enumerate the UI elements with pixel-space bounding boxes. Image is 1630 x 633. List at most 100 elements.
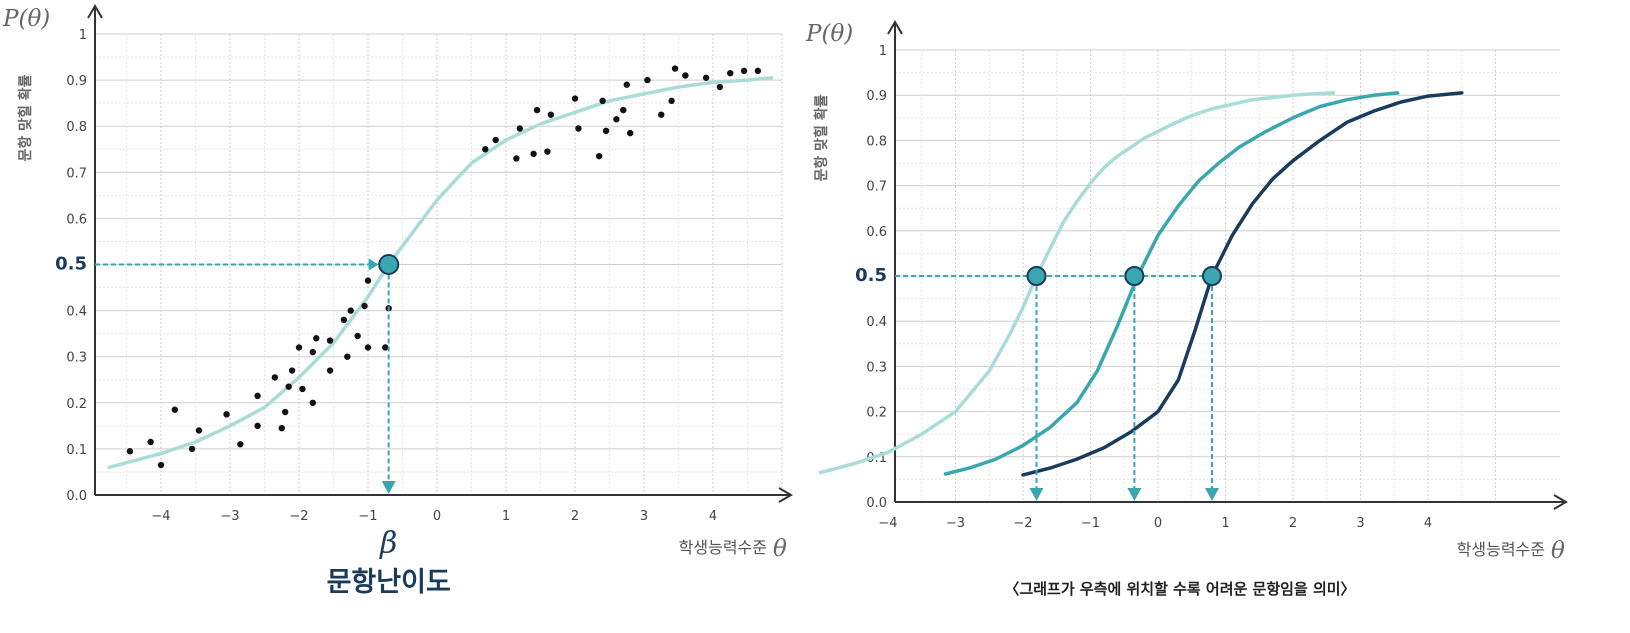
left-data-point: [482, 146, 489, 153]
left-data-point: [326, 337, 334, 344]
left-y-tick-label: 0.6: [66, 212, 87, 227]
right-y-tick-label: 0.6: [866, 225, 887, 240]
left-data-point: [364, 344, 372, 351]
left-data-point: [571, 95, 579, 102]
right-difficulty-marker-hard: [1202, 266, 1222, 286]
left-guide-down-arrow-icon: [381, 481, 396, 494]
left-data-point: [544, 148, 551, 155]
left-data-point: [623, 81, 630, 88]
left-x-tick-label: −4: [151, 509, 170, 524]
left-beta-symbol: β: [379, 526, 397, 561]
left-data-point: [295, 344, 303, 351]
left-x-tick-label: −2: [289, 509, 308, 524]
left-data-point: [702, 74, 710, 81]
left-icc-curve: [107, 76, 774, 470]
right-x-axis-label: 학생능력수준: [1457, 540, 1545, 559]
left-data-point: [195, 427, 203, 434]
right-curve-easy: [818, 91, 1336, 475]
left-y-tick-label: 0.0: [66, 489, 87, 504]
right-y-tick-label: 0.8: [866, 134, 887, 149]
right-x-tick-label: −2: [1013, 516, 1032, 531]
right-difficulty-marker-easy: [1026, 266, 1047, 286]
right-caption: 〈그래프가 우측에 위치할 수록 어려운 문항임을 의미〉: [1004, 580, 1355, 598]
left-data-point: [254, 422, 261, 430]
left-y-tick-label: 0.2: [66, 397, 87, 412]
left-x-tick-label: 0: [433, 509, 441, 524]
left-data-point: [595, 152, 603, 160]
left-data-point: [364, 277, 372, 284]
left-data-point: [644, 76, 651, 84]
left-data-point: [682, 72, 689, 79]
left-data-point: [533, 106, 541, 114]
left-data-point: [237, 441, 244, 448]
left-data-point: [347, 307, 354, 314]
left-data-point: [516, 125, 523, 132]
left-y-axis-arrow-icon: [87, 4, 103, 19]
right-y-axis-label: 문항 맞힐 확률: [813, 94, 830, 181]
left-x-tick-label: −3: [220, 509, 239, 524]
left-y-axis-symbol: P(θ): [2, 6, 50, 32]
left-data-point: [727, 69, 734, 77]
right-x-tick-label: −3: [946, 516, 965, 531]
right-x-tick-label: 1: [1221, 516, 1229, 531]
left-data-point: [278, 424, 285, 432]
left-data-point: [285, 383, 292, 390]
left-data-point: [613, 116, 620, 123]
left-data-point: [340, 316, 348, 324]
left-x-tick-label: −1: [358, 509, 377, 524]
right-y-axis-arrow-icon: [887, 20, 903, 35]
left-data-point: [716, 83, 724, 91]
left-difficulty-marker: [378, 254, 400, 275]
right-x-axis-arrow-icon: [1553, 494, 1568, 510]
left-data-point: [157, 461, 165, 469]
left-data-point: [513, 155, 520, 162]
left-data-point: [313, 335, 320, 342]
left-data-point: [282, 408, 289, 416]
left-y-tick-label: 0.7: [66, 166, 87, 181]
right-y-tick-label: 0.9: [866, 89, 887, 104]
left-data-point: [188, 445, 196, 453]
left-y-tick-label: 1: [79, 28, 87, 43]
left-data-point: [599, 97, 606, 105]
right-difficulty-marker-medium: [1124, 266, 1145, 286]
left-x-tick-label: 1: [502, 509, 510, 524]
right-x-tick-label: 2: [1289, 516, 1297, 531]
left-data-point: [288, 367, 296, 374]
left-x-tick-label: 4: [709, 509, 717, 524]
left-y-tick-label: 0.3: [66, 351, 87, 366]
left-data-point: [361, 302, 368, 310]
right-curve-hard: [1021, 91, 1464, 477]
left-y-axis-label: 문항 맞힐 확률: [17, 74, 34, 161]
left-data-point: [530, 150, 537, 158]
right-y-tick-label: 0.2: [866, 406, 887, 421]
left-y-tick-label: 0.9: [66, 74, 87, 89]
left-data-point: [223, 411, 230, 418]
right-x-tick-label: 0: [1154, 516, 1162, 531]
left-data-point: [299, 385, 306, 393]
left-x-axis-symbol: θ: [773, 536, 787, 562]
left-data-point: [671, 65, 679, 72]
left-data-point: [740, 67, 748, 75]
left-data-point: [602, 127, 610, 135]
left-data-point: [382, 344, 389, 351]
left-data-point: [620, 106, 627, 114]
right-x-tick-label: 4: [1424, 516, 1432, 531]
left-data-point: [147, 438, 154, 446]
left-guide-arrow-icon: [368, 258, 379, 271]
right-x-tick-label: −1: [1081, 516, 1100, 531]
left-y-tick-highlight: 0.5: [55, 254, 87, 275]
left-data-point: [309, 399, 316, 406]
left-data-point: [754, 67, 762, 75]
left-x-axis-arrow-icon: [778, 487, 793, 503]
right-y-tick-label: 1: [879, 44, 887, 59]
right-y-tick-highlight: 0.5: [855, 265, 887, 286]
left-data-point: [547, 111, 555, 118]
left-data-point: [171, 406, 178, 413]
left-y-tick-label: 0.8: [66, 120, 87, 135]
left-data-point: [326, 367, 334, 374]
left-data-point: [575, 125, 582, 132]
left-data-point: [627, 129, 634, 137]
chart-right-difficulty-comparison: 0.00.10.20.30.40.50.60.70.80.91−4 −3 −2 −1 0…: [805, 20, 1568, 598]
left-data-point: [344, 353, 351, 360]
